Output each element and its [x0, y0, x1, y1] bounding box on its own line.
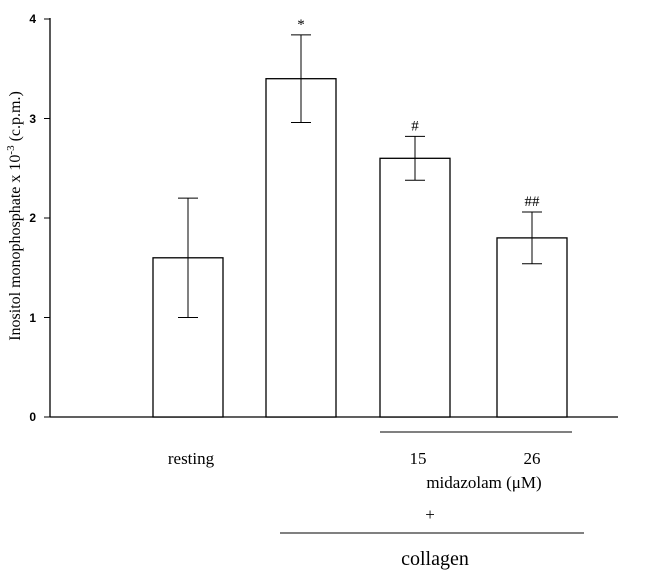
- y-tick-label: 2: [29, 211, 36, 225]
- significance-marker: *: [297, 17, 305, 33]
- collagen-label: collagen: [401, 548, 469, 570]
- y-tick-labels: 0 1 2 3 4: [29, 12, 36, 424]
- y-tick-label: 1: [29, 311, 36, 325]
- bars: *###: [152, 17, 568, 418]
- y-tick-label: 3: [29, 112, 36, 126]
- y-axis-label: Inositol monophosphate x 10-3 (c.p.m.): [5, 91, 24, 341]
- y-ticks: [44, 18, 50, 418]
- plus-label: +: [425, 505, 435, 524]
- resting-label: resting: [168, 449, 215, 468]
- y-tick-label: 0: [29, 410, 36, 424]
- dose-26-label: 26: [524, 449, 541, 468]
- y-tick-label: 4: [29, 12, 36, 26]
- y-axis-label-text: Inositol monophosphate x 10: [7, 155, 24, 341]
- bar: [379, 157, 451, 418]
- midazolam-label: midazolam (μM): [426, 473, 541, 492]
- bar: [496, 237, 568, 418]
- y-axis-label-exponent: -3: [5, 145, 17, 155]
- dose-15-label: 15: [410, 449, 427, 468]
- y-axis-label-unit: (c.p.m.): [7, 91, 24, 145]
- significance-marker: #: [411, 118, 419, 134]
- bar: [265, 78, 337, 418]
- significance-marker: ##: [525, 194, 541, 210]
